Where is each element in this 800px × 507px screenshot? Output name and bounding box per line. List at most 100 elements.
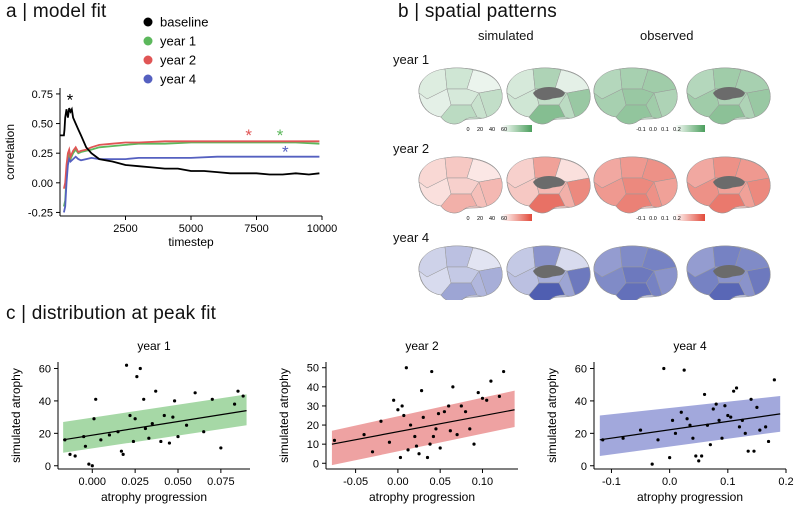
data-point — [717, 418, 721, 422]
colorbar-tick-label: 60 — [501, 216, 507, 222]
x-tick-label: 7500 — [244, 223, 268, 235]
scatter-year-2: year 2 0 10 20 30 40 50 -0.05 0.00 0.05 0.10 atroph… — [277, 339, 518, 504]
data-point — [414, 444, 419, 448]
data-point — [758, 428, 762, 432]
data-point — [743, 431, 747, 435]
data-point — [73, 454, 77, 458]
data-point — [241, 394, 245, 398]
colorbar-tick-label: 0 — [466, 216, 469, 222]
legend-label-year-4: year 4 — [160, 72, 196, 87]
x-tick-label: 0.05 — [429, 476, 450, 488]
brain-simulated-lateral-year-2 — [418, 156, 503, 214]
legend-label-year-1: year 1 — [160, 34, 196, 49]
data-point — [650, 462, 654, 466]
brain-observed-medial-year-4 — [686, 245, 771, 300]
x-axis-label: timestep — [168, 235, 214, 249]
colorbar-tick-label: 0.2 — [673, 216, 681, 222]
colorbar-tick-label: 0.1 — [661, 216, 669, 222]
brain-region — [466, 158, 502, 183]
x-tick-label: 5000 — [179, 223, 203, 235]
data-point — [714, 402, 718, 406]
brain-simulated-medial-year-4 — [506, 245, 591, 300]
data-point — [734, 386, 739, 390]
colorbar-tick-label: 0.0 — [649, 216, 657, 222]
y-axis-label: simulated atrophy — [277, 368, 291, 463]
y-tick-label: 40 — [307, 382, 319, 394]
colorbar-tick-label: 0.2 — [673, 127, 681, 133]
data-point — [87, 462, 91, 466]
series-line-year-2 — [63, 140, 320, 189]
legend-marker-year-2 — [143, 55, 153, 65]
panel-a-title: a | model fit — [6, 1, 107, 22]
column-label-simulated: simulated — [478, 28, 534, 43]
data-point — [419, 389, 424, 393]
legend-marker-year-1 — [143, 36, 153, 46]
data-point — [700, 454, 704, 458]
y-tick-label: 0.75 — [32, 89, 53, 101]
data-point — [150, 422, 154, 426]
data-point — [702, 392, 707, 397]
data-point — [332, 438, 337, 442]
brain-maps: 0 20 40 60 -0.1 0.0 0.1 0.2 0 20 40 60 -0.1 0.0 0.1 0.2… — [418, 67, 771, 300]
data-point — [638, 428, 643, 432]
brain-region — [641, 158, 677, 183]
colorbar-tick-label: 20 — [477, 216, 483, 222]
data-point — [421, 415, 425, 420]
confidence-band — [63, 394, 247, 453]
brain-region — [466, 247, 502, 272]
data-point — [459, 404, 463, 408]
y-tick-label: 20 — [39, 428, 51, 440]
brain-region — [738, 270, 756, 297]
brain-region — [708, 282, 746, 300]
data-point — [404, 366, 408, 370]
brain-region — [641, 247, 677, 272]
data-point — [691, 436, 695, 440]
colorbar-tick-label: 40 — [489, 127, 495, 133]
y-tick-label: 60 — [575, 363, 587, 375]
brain-region — [558, 181, 576, 208]
significance-asterisk: * — [282, 143, 289, 162]
row-label-year-2: year 2 — [393, 141, 430, 156]
y-tick-label: 40 — [39, 396, 51, 408]
data-point — [370, 450, 375, 454]
scatter-year-1: year 1 0 20 40 60 0.000 0.025 0.050 0.075atrophy… — [9, 339, 250, 504]
model-fit-chart: -0.25 0.00 0.25 0.50 0.75 2500 5000 7500 10000 ti… — [3, 15, 337, 250]
brain-simulated-medial-year-1 — [506, 67, 591, 125]
data-point — [434, 427, 438, 431]
data-point — [147, 436, 151, 440]
brain-region — [528, 193, 566, 214]
brain-region — [615, 104, 653, 125]
brain-simulated-lateral-year-4 — [418, 245, 503, 300]
data-point — [497, 394, 501, 398]
series-line-year-1 — [63, 141, 320, 207]
brain-region — [615, 282, 653, 300]
data-point — [430, 369, 434, 374]
corpus-callosum — [533, 176, 565, 190]
data-point — [408, 423, 413, 427]
series-line-baseline — [60, 106, 320, 176]
y-tick-label: 50 — [307, 363, 319, 375]
data-point — [749, 397, 753, 401]
brain-simulated-medial-year-2 — [506, 156, 591, 214]
brain-simulated-lateral-year-1 — [418, 67, 503, 125]
brain-region — [641, 69, 677, 94]
brain-region — [440, 193, 478, 214]
data-point — [726, 413, 730, 418]
data-point — [682, 368, 686, 372]
data-point — [656, 438, 660, 442]
brain-region — [440, 282, 478, 300]
data-point — [143, 426, 148, 431]
data-point — [193, 391, 197, 395]
data-point — [436, 411, 441, 416]
panel-b-title: b | spatial patterns — [398, 1, 557, 22]
data-point — [138, 366, 142, 371]
brain-region — [708, 104, 746, 125]
row-label-year-4: year 4 — [393, 230, 430, 245]
data-point — [131, 439, 136, 444]
data-point — [142, 397, 146, 401]
data-point — [688, 423, 692, 427]
data-point — [417, 452, 421, 456]
data-point — [184, 423, 189, 427]
brain-region — [738, 181, 756, 208]
data-point — [425, 455, 430, 460]
